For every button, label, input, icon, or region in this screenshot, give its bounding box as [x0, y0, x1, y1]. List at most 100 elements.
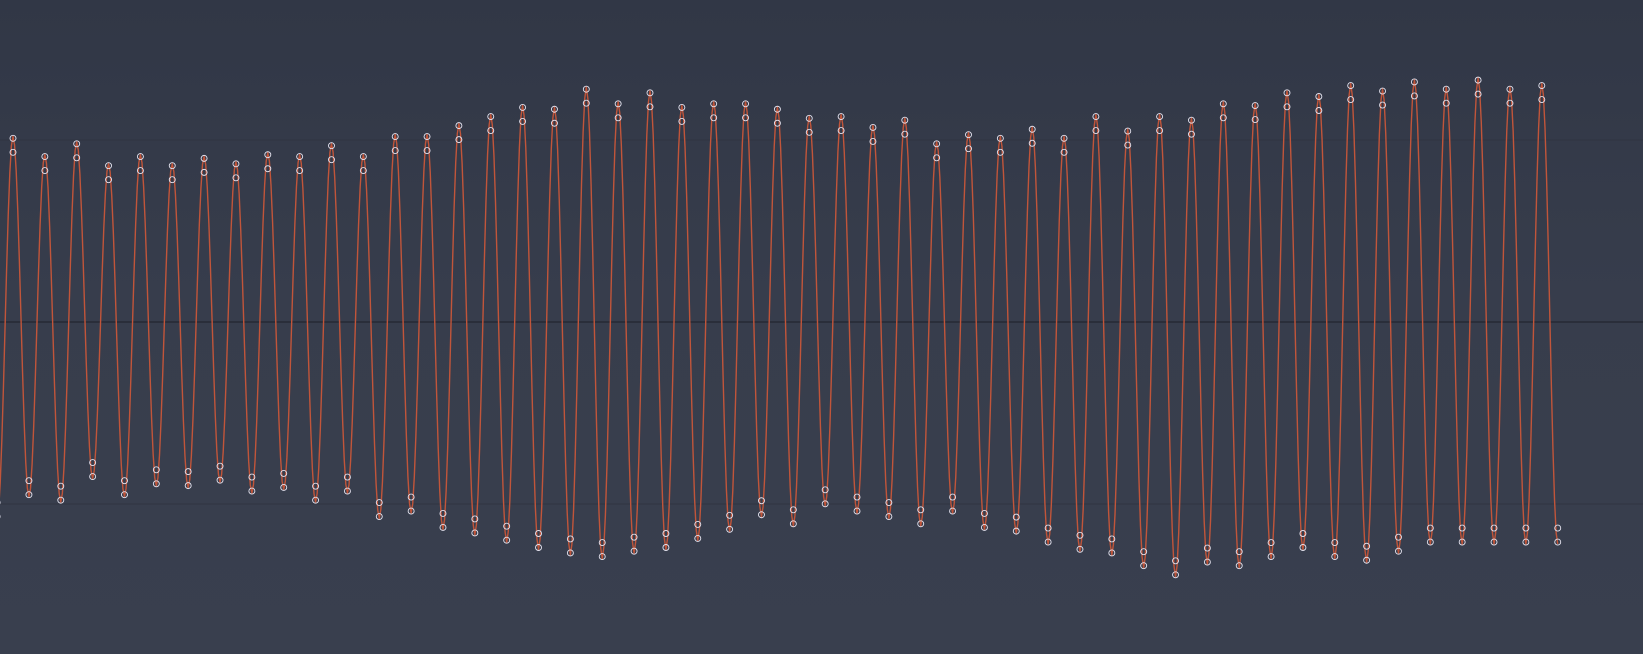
peak-marker-59 [933, 140, 941, 148]
trough-marker-inner-40 [630, 533, 638, 541]
peak-marker-37 [582, 85, 590, 93]
trough-marker-inner-26 [407, 493, 415, 501]
peak-marker-87 [1379, 87, 1387, 95]
trough-marker-42 [662, 544, 670, 551]
trough-marker-inner-58 [917, 506, 925, 514]
trough-marker-inner-94 [1490, 524, 1498, 532]
peak-marker-21 [328, 142, 335, 150]
peak-marker-inner-83 [1315, 107, 1323, 114]
series-line [0, 77, 1559, 578]
trough-marker-38 [598, 553, 606, 561]
peak-marker-inner-7 [105, 176, 113, 184]
trough-marker-inner-78 [1235, 548, 1243, 556]
trough-marker-inner-8 [121, 477, 128, 485]
peak-marker-inner-5 [73, 154, 81, 162]
peak-marker-71 [1124, 127, 1132, 135]
trough-marker-30 [471, 529, 479, 537]
trough-marker-inner-10 [152, 466, 160, 474]
peak-marker-inner-19 [296, 167, 304, 175]
peak-marker-inner-49 [773, 119, 781, 127]
peak-marker-57 [901, 116, 909, 124]
peak-marker-61 [965, 131, 972, 139]
trough-marker-inner-36 [566, 535, 574, 543]
trough-marker-40 [630, 547, 638, 555]
trough-marker-54 [853, 507, 861, 515]
trough-marker-84 [1331, 553, 1339, 561]
peak-marker-67 [1060, 134, 1068, 142]
peak-marker-75 [1187, 116, 1195, 124]
trough-marker-inner-44 [694, 520, 702, 528]
peak-marker-inner-73 [1156, 127, 1164, 134]
gridlines [0, 139, 1643, 505]
peak-marker-inner-17 [264, 165, 272, 173]
trough-marker-inner-38 [598, 539, 606, 547]
trough-marker-48 [758, 511, 765, 519]
peak-marker-inner-47 [742, 114, 749, 122]
trough-marker-inner-90 [1426, 524, 1434, 532]
trough-marker-inner-18 [280, 469, 288, 477]
peak-marker-43 [678, 103, 686, 111]
peak-marker-81 [1283, 89, 1291, 97]
peak-marker-85 [1347, 82, 1355, 90]
peak-marker-inner-27 [423, 147, 431, 154]
trough-marker-4 [57, 496, 65, 504]
peak-marker-inner-53 [837, 127, 845, 134]
peak-marker-3 [41, 153, 49, 161]
trough-marker-inner-76 [1203, 544, 1211, 552]
trough-marker-inner-16 [248, 473, 256, 481]
peak-marker-77 [1219, 100, 1227, 108]
trough-marker-96 [1522, 538, 1530, 546]
trough-marker-inner-68 [1076, 531, 1084, 539]
peak-marker-23 [359, 153, 367, 161]
peak-marker-29 [455, 122, 463, 130]
trough-marker-inner-80 [1267, 539, 1275, 547]
peak-marker-69 [1092, 113, 1100, 120]
peak-marker-19 [296, 153, 304, 161]
trough-marker-inner-34 [535, 530, 542, 537]
peak-marker-inner-31 [487, 127, 495, 134]
trough-marker-2 [25, 491, 33, 499]
peak-marker-inner-97 [1538, 96, 1546, 104]
trough-marker-62 [980, 524, 988, 531]
peak-marker-91 [1442, 85, 1450, 93]
trough-marker-64 [1012, 527, 1020, 535]
peak-marker-inner-33 [519, 117, 527, 125]
trough-marker-80 [1267, 553, 1275, 561]
peak-marker-inner-59 [933, 154, 941, 162]
peak-marker-45 [710, 100, 718, 108]
peak-marker-inner-65 [1028, 139, 1036, 147]
peak-marker-inner-89 [1410, 92, 1418, 100]
peak-marker-15 [232, 160, 240, 168]
trough-marker-8 [121, 491, 128, 499]
peak-marker-inner-87 [1379, 101, 1387, 109]
trough-marker-22 [343, 487, 351, 495]
peak-marker-inner-3 [41, 167, 49, 175]
trough-marker-82 [1299, 544, 1307, 551]
peak-marker-inner-95 [1506, 99, 1514, 107]
trough-marker-68 [1076, 545, 1084, 553]
peak-marker-inner-79 [1251, 116, 1259, 124]
trough-marker-66 [1044, 538, 1052, 546]
peak-marker-inner-57 [901, 130, 909, 138]
peak-marker-39 [614, 100, 622, 108]
peak-marker-inner-75 [1187, 130, 1195, 138]
trough-marker-56 [885, 513, 893, 521]
trough-marker-16 [248, 487, 256, 495]
trough-marker-44 [694, 534, 702, 542]
series-path [0, 77, 1559, 578]
trough-marker-inner-82 [1299, 530, 1307, 537]
trough-marker-inner-74 [1172, 557, 1179, 565]
trough-marker-inner-70 [1108, 535, 1116, 543]
trough-marker-inner-30 [471, 515, 479, 523]
trough-marker-92 [1458, 538, 1466, 546]
peak-marker-65 [1028, 125, 1036, 133]
trough-marker-inner-50 [789, 506, 797, 514]
peak-marker-inner-21 [328, 156, 335, 164]
trough-marker-inner-24 [375, 499, 383, 507]
trough-marker-inner-48 [758, 497, 765, 505]
trough-marker-32 [503, 536, 511, 544]
trough-marker-94 [1490, 538, 1498, 546]
trough-marker-inner-64 [1012, 513, 1020, 521]
peak-marker-55 [869, 123, 877, 131]
